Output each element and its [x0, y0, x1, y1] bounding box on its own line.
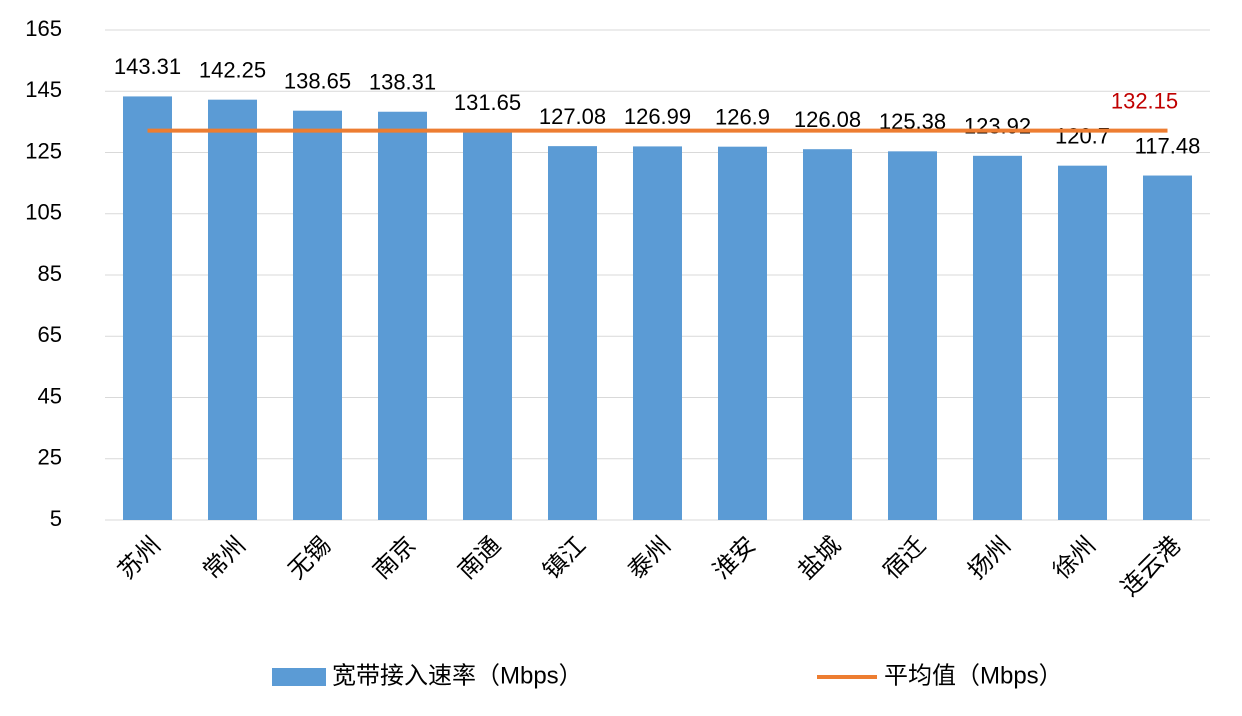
- x-tick-label: 南通: [453, 532, 506, 585]
- x-tick-label: 扬州: [963, 532, 1016, 585]
- bar: [803, 149, 852, 520]
- x-tick-label: 盐城: [793, 532, 846, 585]
- data-label: 138.31: [369, 70, 436, 95]
- y-tick-label: 85: [38, 261, 62, 286]
- bar: [718, 146, 767, 520]
- x-tick-label: 南京: [368, 532, 421, 585]
- bar: [1143, 175, 1192, 520]
- bar: [548, 146, 597, 520]
- legend-label: 宽带接入速率（Mbps）: [332, 662, 583, 689]
- data-label: 138.65: [284, 69, 351, 94]
- data-label: 142.25: [199, 57, 266, 82]
- bar: [208, 99, 257, 520]
- data-label: 120.7: [1055, 123, 1110, 148]
- data-label: 126.08: [794, 107, 861, 132]
- data-label: 123.92: [964, 114, 1031, 139]
- x-tick-label: 连云港: [1116, 532, 1186, 602]
- bar: [973, 155, 1022, 520]
- legend-swatch: [272, 668, 326, 686]
- legend-label: 平均值（Mbps）: [884, 662, 1063, 689]
- y-tick-label: 5: [50, 506, 62, 531]
- x-tick-label: 泰州: [623, 532, 676, 585]
- data-label: 126.9: [715, 104, 770, 129]
- x-tick-label: 宿迁: [878, 532, 931, 585]
- data-label: 127.08: [539, 104, 606, 129]
- bar: [888, 151, 937, 520]
- y-tick-label: 165: [25, 16, 62, 41]
- x-tick-label: 苏州: [113, 532, 166, 585]
- x-tick-label: 徐州: [1048, 532, 1101, 585]
- x-tick-label: 镇江: [538, 532, 591, 585]
- bar: [463, 132, 512, 520]
- bar: [378, 111, 427, 520]
- x-tick-label: 常州: [198, 532, 251, 585]
- bar: [293, 110, 342, 521]
- y-tick-label: 145: [25, 77, 62, 102]
- y-tick-label: 65: [38, 322, 62, 347]
- bar: [123, 96, 172, 520]
- y-tick-label: 25: [38, 445, 62, 470]
- data-label: 131.65: [454, 90, 521, 115]
- y-tick-label: 125: [25, 138, 62, 163]
- data-label: 132.15: [1111, 88, 1178, 113]
- x-tick-label: 无锡: [283, 532, 336, 585]
- y-tick-label: 45: [38, 383, 62, 408]
- bar: [633, 146, 682, 520]
- data-label: 126.99: [624, 104, 691, 129]
- data-label: 143.31: [114, 54, 181, 79]
- bar: [1058, 165, 1107, 520]
- data-label: 117.48: [1135, 133, 1201, 158]
- x-tick-label: 淮安: [708, 532, 761, 585]
- y-tick-label: 105: [25, 200, 62, 225]
